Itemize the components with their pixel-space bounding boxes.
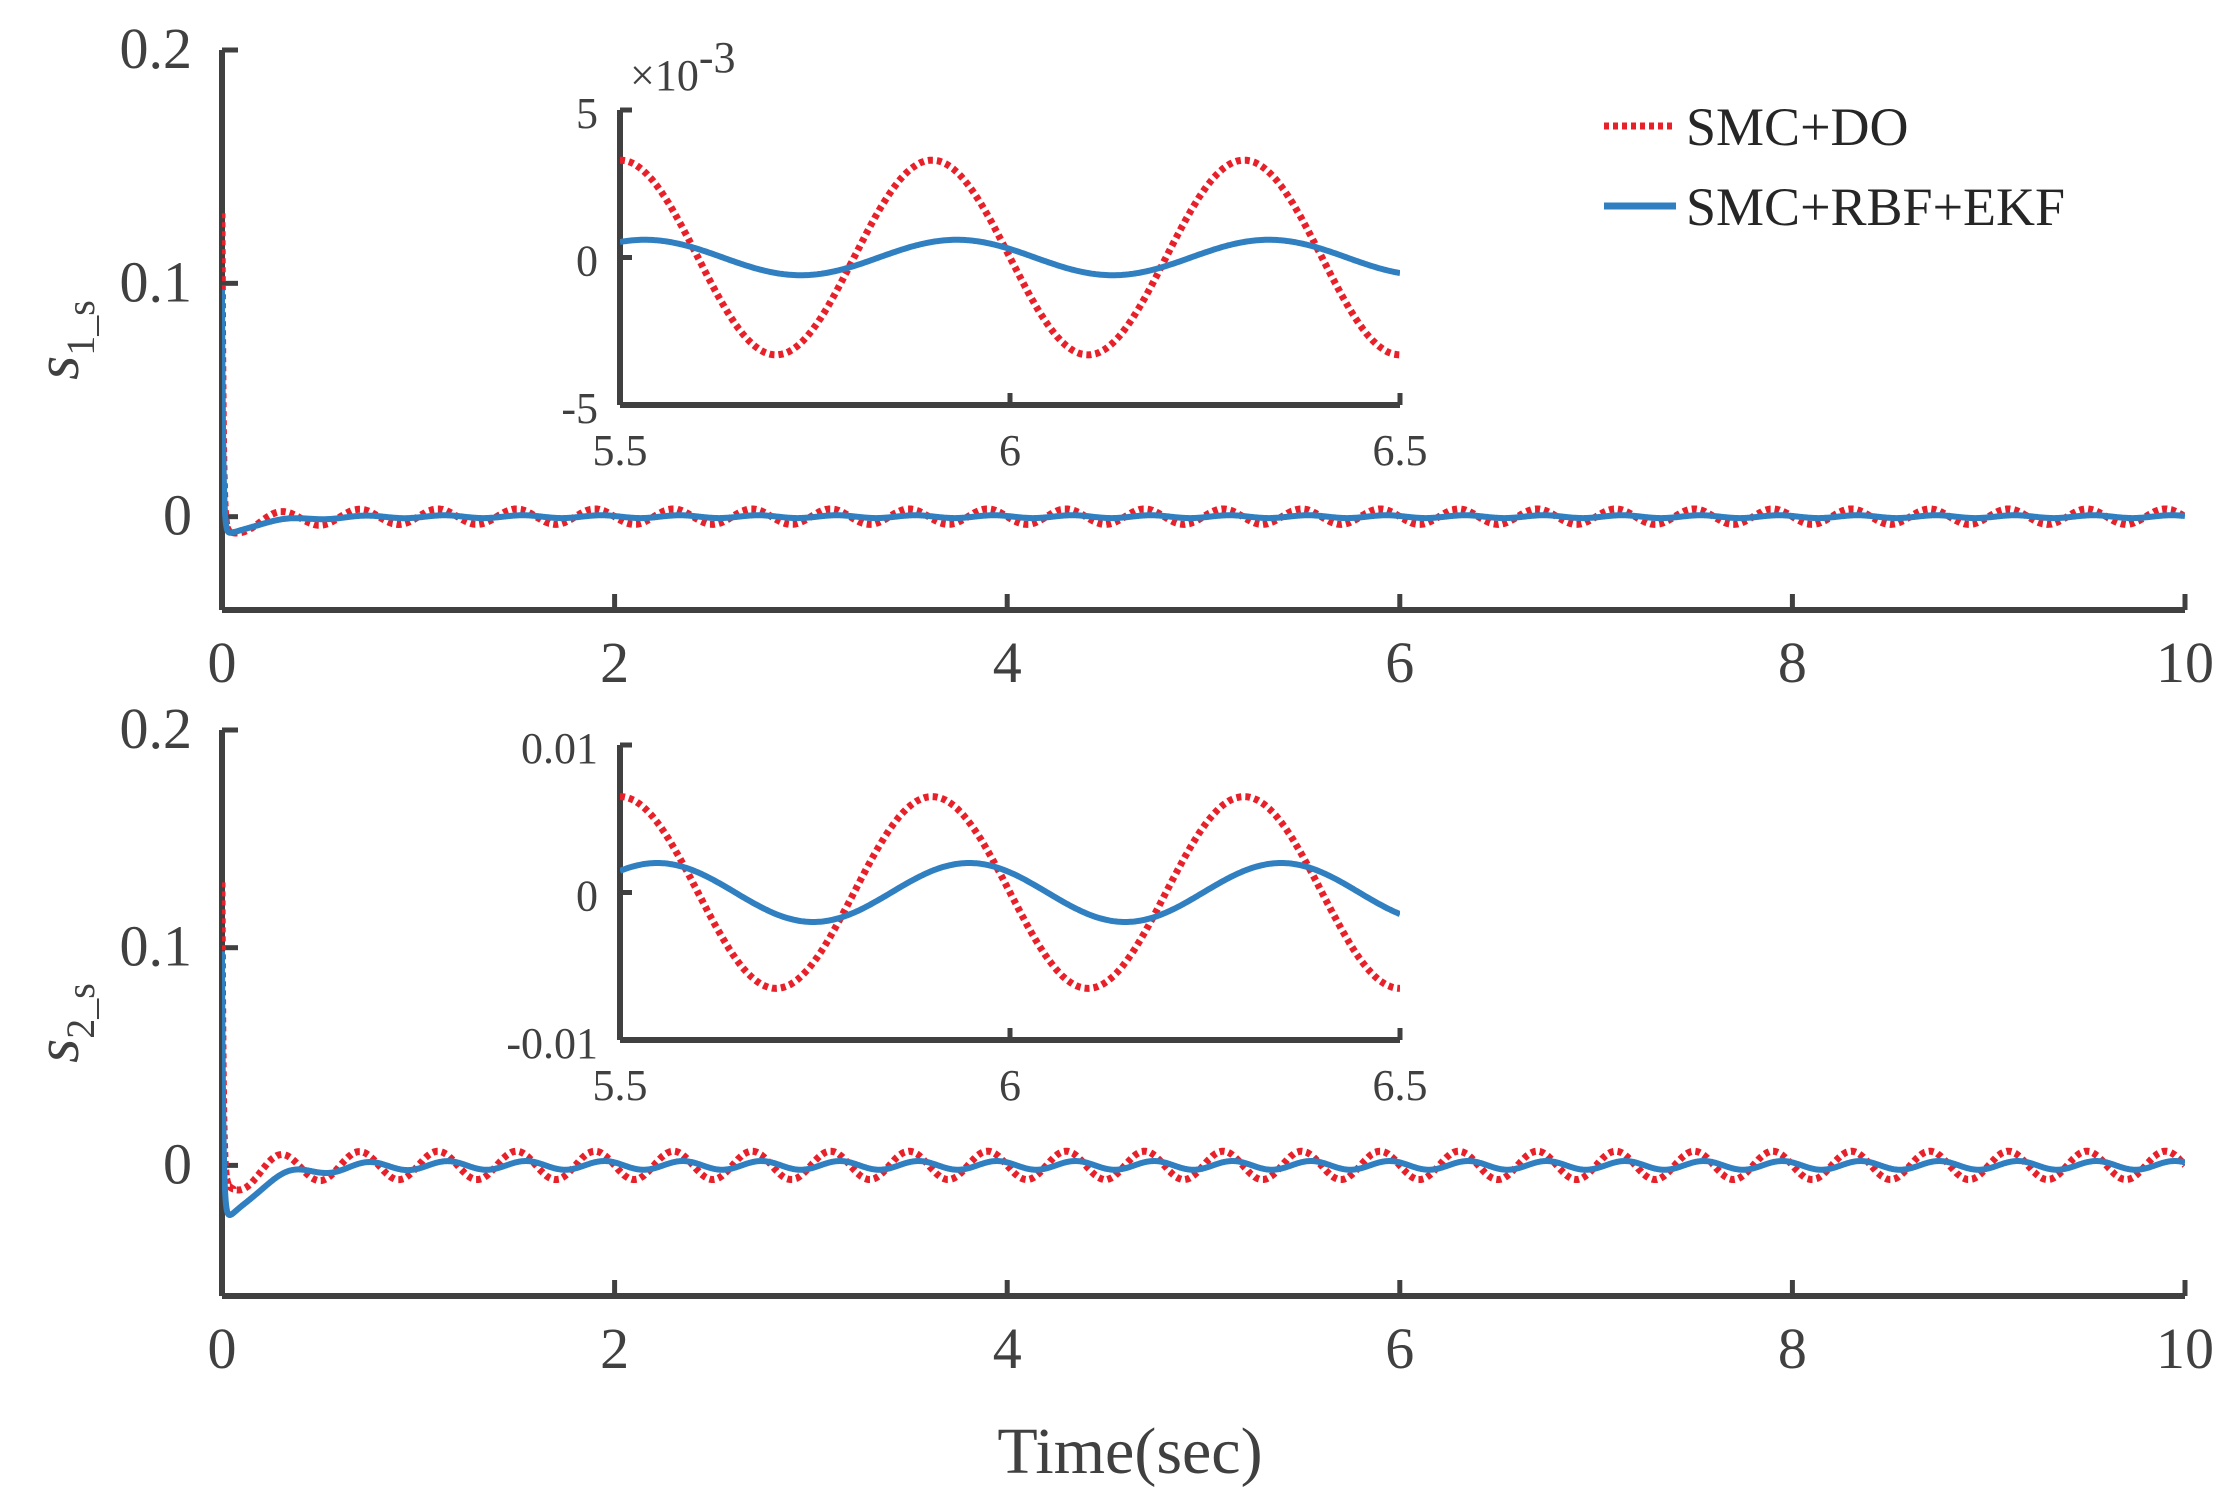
main-x-tick-label: 0 <box>208 630 237 695</box>
main-x-tick-label: 8 <box>1778 630 1807 695</box>
main-x-tick-label: 2 <box>600 1316 629 1381</box>
main-y-tick-label: 0 <box>163 1131 192 1196</box>
inset-series-smc-do <box>620 156 1400 359</box>
legend-label-smc-do: SMC+DO <box>1686 97 1909 157</box>
y-axis-label-subscript: 2_s <box>58 983 103 1039</box>
main-x-tick-label: 8 <box>1778 1316 1807 1381</box>
inset-x-tick-label: 6.5 <box>1373 1061 1428 1110</box>
inset-x-tick-label: 5.5 <box>593 426 648 475</box>
y-axis-label-subscript: 1_s <box>58 300 103 356</box>
legend-label-smc-rbf-ekf: SMC+RBF+EKF <box>1686 177 2065 237</box>
main-series-smc-do <box>222 882 2185 1194</box>
legend: SMC+DO SMC+RBF+EKF <box>1604 97 2065 237</box>
main-x-tick-label: 4 <box>993 1316 1022 1381</box>
main-x-tick-label: 10 <box>2156 1316 2214 1381</box>
inset-y-tick-label: 0 <box>576 237 598 286</box>
inset-y-tick-label: 5 <box>576 89 598 138</box>
inset-exponent-power: -3 <box>699 33 736 82</box>
main-series-smc-rbf-ekf <box>222 289 2185 536</box>
main-series-smc-rbf-ekf <box>222 951 2185 1218</box>
inset-y-tick-label: 0 <box>576 872 598 921</box>
inset-y-tick-label: -5 <box>561 384 598 433</box>
inset-series-smc-do <box>620 793 1400 992</box>
main-x-tick-label: 2 <box>600 630 629 695</box>
x-axis-label: Time(sec) <box>997 1415 1262 1488</box>
inset-x-tick-label: 6 <box>999 426 1021 475</box>
main-y-tick-label: 0.1 <box>120 249 193 314</box>
main-y-tick-label: 0.2 <box>120 696 193 761</box>
inset-background <box>620 110 1400 405</box>
inset-x-tick-label: 5.5 <box>593 1061 648 1110</box>
inset-x-tick-label: 6.5 <box>1373 426 1428 475</box>
inset-series-smc-rbf-ekf <box>620 236 1400 279</box>
main-y-tick-label: 0.1 <box>120 914 193 979</box>
inset-bottom: 5.5 6 6.5 -0.01 0 0.01 <box>506 724 1427 1110</box>
main-x-tick-label: 6 <box>1385 1316 1414 1381</box>
main-y-tick-label: 0.2 <box>120 16 193 81</box>
inset-series-smc-rbf-ekf <box>620 860 1400 925</box>
inset-y-tick-label: -0.01 <box>506 1019 598 1068</box>
main-x-tick-label: 6 <box>1385 630 1414 695</box>
main-x-tick-label: 4 <box>993 630 1022 695</box>
main-x-tick-label: 10 <box>2156 630 2214 695</box>
main-x-tick-label: 0 <box>208 1316 237 1381</box>
inset-top: 5.5 6 6.5-505×10-3 <box>561 33 1427 475</box>
inset-y-tick-label: 0.01 <box>521 724 598 773</box>
inset-x-tick-label: 6 <box>999 1061 1021 1110</box>
main-y-tick-label: 0 <box>163 483 192 548</box>
